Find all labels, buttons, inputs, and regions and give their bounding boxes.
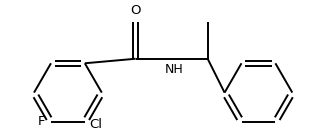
Text: O: O: [130, 4, 141, 17]
Text: F: F: [38, 116, 45, 128]
Text: Cl: Cl: [89, 118, 103, 131]
Text: NH: NH: [164, 63, 183, 75]
